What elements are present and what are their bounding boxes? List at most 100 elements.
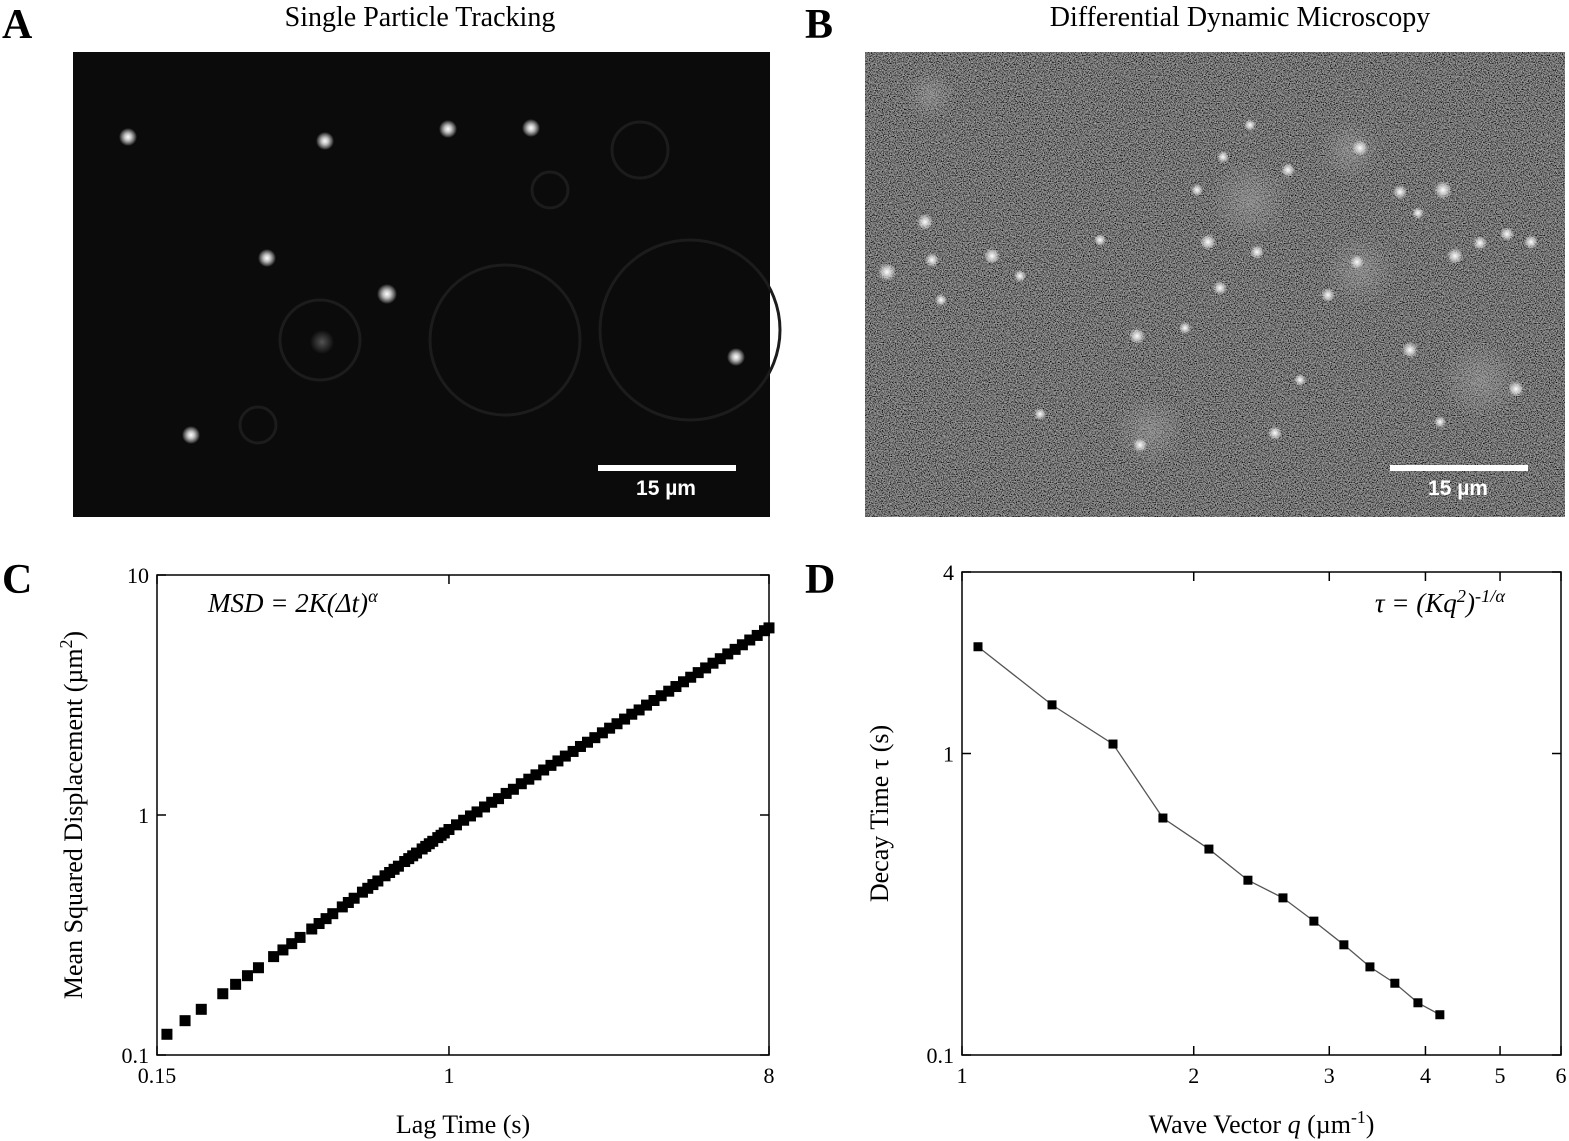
panel-label: A [2,2,33,48]
data-point [1047,700,1057,710]
data-point [530,769,542,781]
data-point [252,962,264,974]
y-tick-label: 10 [127,563,149,588]
y-tick-label: 4 [943,560,954,585]
data-point [320,913,332,925]
x-axis-title: Lag Time (s) [396,1110,530,1139]
data-point [230,978,242,990]
data-point [471,806,483,818]
x-tick-label: 5 [1495,1063,1506,1088]
data-point [450,819,462,831]
plot-frame [961,571,1562,1056]
data-point [500,787,512,799]
data-point [1339,940,1349,950]
x-axis-title-part: Wave Vector [1149,1110,1288,1139]
data-point [1435,1010,1445,1020]
equation-part: -1/α [1475,586,1505,606]
data-point [722,648,734,660]
data-point [611,718,623,730]
equation-part: MSD = 2K(Δt) [207,588,368,618]
data-point [626,708,638,720]
data-point [670,681,682,693]
data-point [567,745,579,757]
data-point [685,671,697,683]
scale-bar-label: 15 µm [636,477,696,500]
equation-part: τ = (Kq [1375,588,1457,618]
data-point [1204,844,1214,854]
data-point [552,755,564,767]
x-tick-label: 4 [1420,1063,1431,1088]
micrograph [73,52,782,517]
y-tick-label: 1 [943,742,954,767]
data-point [479,801,491,813]
data-point [277,944,289,956]
data-point [515,778,527,790]
y-axis-title: Mean Squared Displacement (µm2) [56,631,88,999]
x-axis-title-part: q [1288,1110,1301,1139]
data-point [1278,893,1288,903]
data-point [458,814,470,826]
data-point [633,704,645,716]
x-tick-label: 1 [443,1063,454,1088]
data-point [195,1003,207,1015]
data-point [641,699,653,711]
x-tick-label: 6 [1556,1063,1567,1088]
y-tick-label: 0.1 [122,1043,150,1068]
data-point [507,783,519,795]
x-tick-label: 3 [1324,1063,1335,1088]
x-tick-label: 8 [764,1063,775,1088]
data-point [327,908,339,920]
data-point [574,740,586,752]
x-axis-title-part: -1 [1351,1107,1366,1127]
data-point [677,676,689,688]
y-tick-label: 0.1 [927,1043,955,1068]
data-point [1413,998,1423,1008]
scale-bar-label: 15 µm [1428,477,1488,500]
y-axis-title-part: ) [59,631,88,640]
panel-label: B [805,2,833,48]
data-point [559,750,571,762]
data-point [179,1015,191,1027]
data-point [736,639,748,651]
data-point [392,860,404,872]
data-point [751,629,763,641]
data-point [700,662,712,674]
x-tick-label: 2 [1188,1063,1199,1088]
x-tick-label: 0.15 [138,1063,177,1088]
data-point [306,923,318,935]
x-axis-title: Wave Vector q (µm-1) [1149,1107,1375,1139]
data-point [729,643,741,655]
data-point [692,667,704,679]
data-point [443,824,455,836]
data-point [744,634,756,646]
data-point [1158,813,1168,823]
y-axis-title-part: Mean Squared Displacement (µm [59,648,88,999]
y-axis-title: Decay Time τ (s) [865,725,894,902]
data-line [977,646,1441,1016]
panel-title: Single Particle Tracking [285,2,556,33]
data-point [294,931,306,943]
data-point [372,875,384,887]
data-point [1309,916,1319,926]
data-point [523,773,535,785]
y-axis-title-part: 2 [56,640,76,649]
micrograph [865,52,1565,517]
y-tick-label: 1 [138,803,149,828]
data-point [596,727,608,739]
data-point [342,896,354,908]
data-point [1365,962,1375,972]
data-point [336,901,348,913]
panel-title: Differential Dynamic Microscopy [1050,2,1430,33]
data-point [545,759,557,771]
data-point [973,642,983,652]
data-point [161,1028,173,1040]
data-point [313,918,325,930]
equation-part: ) [1464,588,1475,618]
equation-part: α [368,586,378,606]
data-point [648,694,660,706]
equation: MSD = 2K(Δt)α [207,586,378,618]
equation: τ = (Kq2)-1/α [1375,586,1505,618]
data-point [217,988,229,1000]
x-tick-label: 1 [957,1063,968,1088]
